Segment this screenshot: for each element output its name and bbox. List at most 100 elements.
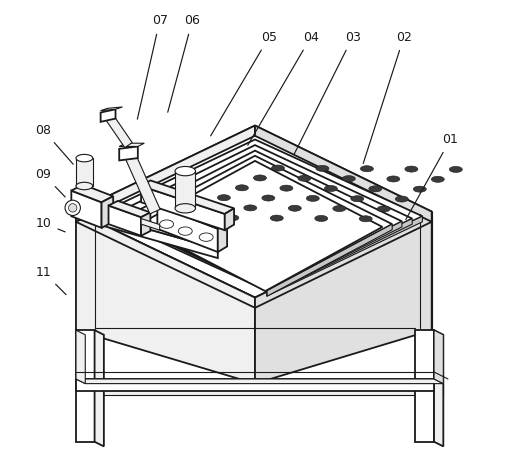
Ellipse shape (243, 205, 257, 211)
Polygon shape (157, 200, 227, 229)
Polygon shape (71, 191, 101, 228)
Polygon shape (129, 156, 391, 291)
Polygon shape (110, 145, 411, 290)
Text: 10: 10 (36, 217, 65, 232)
Text: 03: 03 (294, 31, 360, 154)
Polygon shape (122, 146, 160, 214)
Ellipse shape (199, 233, 213, 241)
Polygon shape (71, 185, 113, 202)
Polygon shape (119, 143, 144, 146)
Polygon shape (85, 384, 442, 395)
Ellipse shape (314, 215, 327, 221)
Ellipse shape (65, 200, 80, 216)
Polygon shape (157, 206, 217, 252)
Text: 01: 01 (405, 133, 458, 219)
Ellipse shape (199, 205, 212, 211)
Polygon shape (217, 223, 227, 252)
Polygon shape (103, 112, 132, 147)
Polygon shape (76, 126, 254, 222)
Polygon shape (120, 151, 401, 289)
Ellipse shape (76, 182, 93, 190)
Polygon shape (141, 186, 224, 230)
Polygon shape (76, 330, 94, 442)
Polygon shape (141, 180, 234, 214)
Polygon shape (254, 212, 431, 308)
Ellipse shape (448, 166, 462, 173)
Ellipse shape (377, 206, 389, 212)
Polygon shape (433, 330, 442, 384)
Ellipse shape (178, 227, 192, 235)
Text: 05: 05 (210, 31, 276, 136)
Polygon shape (108, 201, 150, 217)
Ellipse shape (288, 205, 301, 211)
Ellipse shape (235, 185, 248, 191)
Ellipse shape (324, 186, 336, 192)
Ellipse shape (68, 204, 77, 212)
Ellipse shape (358, 216, 372, 222)
Polygon shape (99, 140, 421, 291)
Text: 04: 04 (247, 31, 318, 145)
Ellipse shape (412, 186, 426, 192)
Polygon shape (137, 161, 382, 291)
Polygon shape (224, 208, 234, 230)
Polygon shape (254, 212, 431, 384)
Polygon shape (76, 379, 442, 384)
Polygon shape (76, 379, 433, 391)
Polygon shape (100, 109, 115, 122)
Polygon shape (101, 196, 113, 228)
Polygon shape (76, 330, 85, 384)
Polygon shape (108, 206, 141, 236)
Ellipse shape (175, 166, 195, 176)
Ellipse shape (225, 215, 238, 221)
Ellipse shape (297, 175, 310, 181)
Polygon shape (91, 212, 110, 330)
Ellipse shape (360, 166, 373, 172)
Ellipse shape (159, 220, 173, 228)
Text: 06: 06 (167, 14, 200, 112)
Ellipse shape (350, 196, 363, 202)
Text: 07: 07 (137, 14, 167, 119)
Polygon shape (77, 205, 227, 249)
Ellipse shape (394, 196, 408, 202)
Polygon shape (76, 126, 431, 298)
Polygon shape (76, 212, 254, 384)
Polygon shape (94, 330, 104, 446)
Ellipse shape (306, 195, 319, 201)
Ellipse shape (76, 154, 93, 162)
Ellipse shape (175, 204, 195, 213)
Text: 11: 11 (36, 266, 66, 295)
Ellipse shape (342, 176, 355, 182)
Ellipse shape (404, 166, 417, 172)
Ellipse shape (253, 175, 266, 181)
Ellipse shape (315, 166, 328, 172)
Ellipse shape (332, 206, 345, 212)
Polygon shape (267, 219, 411, 295)
Polygon shape (141, 219, 159, 230)
Ellipse shape (368, 186, 381, 192)
Ellipse shape (431, 176, 443, 182)
Polygon shape (175, 171, 195, 208)
Text: 02: 02 (362, 31, 411, 163)
Ellipse shape (279, 185, 292, 191)
Polygon shape (77, 209, 217, 258)
Polygon shape (266, 216, 421, 296)
Polygon shape (254, 126, 431, 222)
Polygon shape (141, 213, 150, 236)
Polygon shape (267, 224, 391, 296)
Ellipse shape (217, 195, 230, 201)
Polygon shape (433, 330, 442, 446)
Polygon shape (76, 158, 93, 186)
Ellipse shape (270, 215, 282, 221)
Polygon shape (267, 221, 401, 295)
Polygon shape (119, 146, 137, 160)
Ellipse shape (261, 195, 274, 201)
Text: 09: 09 (36, 168, 65, 197)
Ellipse shape (271, 165, 284, 171)
Polygon shape (76, 212, 254, 308)
Polygon shape (412, 212, 431, 330)
Text: 08: 08 (35, 124, 73, 164)
Ellipse shape (386, 176, 399, 182)
Polygon shape (100, 107, 122, 111)
Polygon shape (415, 330, 433, 442)
Ellipse shape (181, 214, 194, 220)
